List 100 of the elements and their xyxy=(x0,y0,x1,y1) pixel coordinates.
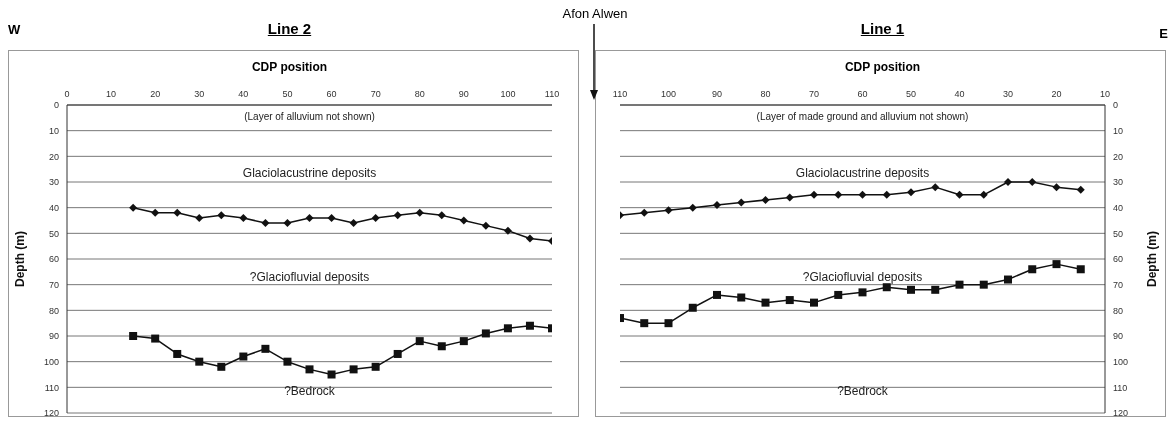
y-tick-label: 120 xyxy=(43,408,59,419)
point xyxy=(129,203,138,212)
y-axis-title: Depth (m) xyxy=(13,231,28,287)
point xyxy=(371,213,380,222)
y2-tick-label: 40 xyxy=(1113,202,1124,213)
chart-title: Line 1 xyxy=(860,20,905,37)
y2-tick-label: 60 xyxy=(1113,254,1124,265)
x-tick-label: 40 xyxy=(954,89,965,99)
point xyxy=(640,319,649,328)
point xyxy=(688,203,697,212)
x-tick-label: 20 xyxy=(150,89,161,99)
point xyxy=(737,293,746,302)
chart-title: Line 2 xyxy=(267,20,312,37)
point xyxy=(415,208,424,217)
y2-tick-label: 30 xyxy=(1113,177,1124,188)
point xyxy=(955,280,964,289)
point xyxy=(907,285,915,294)
point xyxy=(785,296,794,305)
point xyxy=(858,288,867,297)
y2-tick-label: 90 xyxy=(1113,331,1124,342)
x-tick-label: 10 xyxy=(1099,89,1111,99)
y2-tick-label: 70 xyxy=(1113,279,1124,290)
x-tick-label: 100 xyxy=(500,89,516,99)
text: Afon Alwen xyxy=(561,6,629,21)
annotation: (Layer of alluvium not shown) xyxy=(243,110,376,125)
point xyxy=(1004,275,1012,284)
x-tick-label: 110 xyxy=(544,89,560,99)
x-tick-label: 80 xyxy=(760,89,771,99)
point xyxy=(761,195,770,204)
point xyxy=(503,324,512,333)
y-tick-label: 70 xyxy=(48,279,59,290)
point xyxy=(481,329,490,338)
point xyxy=(664,206,673,215)
point xyxy=(688,303,697,312)
x-tick-label: 90 xyxy=(458,89,469,99)
x-axis-title: CDP position xyxy=(250,60,329,74)
point xyxy=(640,208,649,217)
point xyxy=(525,321,534,330)
y-tick-label: 0 xyxy=(53,100,59,111)
text: W xyxy=(8,22,21,37)
y-tick-label: 100 xyxy=(43,356,59,367)
point xyxy=(415,337,424,346)
point xyxy=(217,211,226,220)
y2-tick-label: 20 xyxy=(1113,151,1124,162)
point xyxy=(525,234,534,243)
x-tick-label: 20 xyxy=(1051,89,1062,99)
point xyxy=(1052,183,1061,192)
point xyxy=(327,213,336,222)
point xyxy=(195,357,204,366)
x-tick-label: 50 xyxy=(282,89,293,99)
point xyxy=(217,362,226,371)
point xyxy=(664,319,673,328)
y-tick-label: 60 xyxy=(48,254,59,265)
point xyxy=(151,334,160,343)
point xyxy=(810,190,818,199)
annotation: (Layer of made ground and alluvium not shown) xyxy=(755,110,970,125)
point xyxy=(129,332,138,340)
x-tick-label: 90 xyxy=(711,89,723,99)
point xyxy=(459,337,468,346)
point xyxy=(713,201,721,210)
point xyxy=(1052,260,1061,269)
point xyxy=(349,365,358,374)
point xyxy=(393,211,402,220)
annotation: Glaciolacustrine deposits xyxy=(241,164,378,181)
annotation: Glaciolacustrine deposits xyxy=(794,164,931,181)
point xyxy=(1076,265,1085,274)
point xyxy=(979,190,988,199)
point xyxy=(393,349,402,358)
y-tick-label: 10 xyxy=(48,125,59,136)
point xyxy=(907,188,915,197)
x-tick-label: 80 xyxy=(414,89,425,99)
point xyxy=(882,190,891,199)
y2-tick-label: 110 xyxy=(1113,382,1128,393)
y2-tick-label: 0 xyxy=(1113,100,1119,111)
point xyxy=(834,290,843,299)
point xyxy=(305,365,314,374)
y-tick-label: 40 xyxy=(48,202,59,213)
x-axis-title: CDP position xyxy=(843,60,922,74)
point xyxy=(437,342,446,351)
point xyxy=(931,183,940,192)
point xyxy=(713,290,721,299)
point xyxy=(1004,178,1012,186)
y2-axis-title: Depth (m) xyxy=(1145,231,1160,287)
y-tick-label: 30 xyxy=(48,177,59,188)
point xyxy=(239,352,248,361)
point xyxy=(173,349,182,358)
annotation: ?Glaciofluvial deposits xyxy=(248,269,371,286)
point xyxy=(834,190,843,199)
point xyxy=(737,198,746,207)
point xyxy=(931,285,940,294)
point xyxy=(151,208,160,217)
x-tick-label: 70 xyxy=(808,89,820,99)
point xyxy=(239,213,248,222)
x-tick-label: 10 xyxy=(106,89,117,99)
point xyxy=(437,211,446,220)
point xyxy=(349,219,358,228)
point xyxy=(261,344,270,353)
point xyxy=(459,216,468,225)
x-tick-label: 110 xyxy=(612,89,628,99)
text: E xyxy=(1159,26,1168,41)
